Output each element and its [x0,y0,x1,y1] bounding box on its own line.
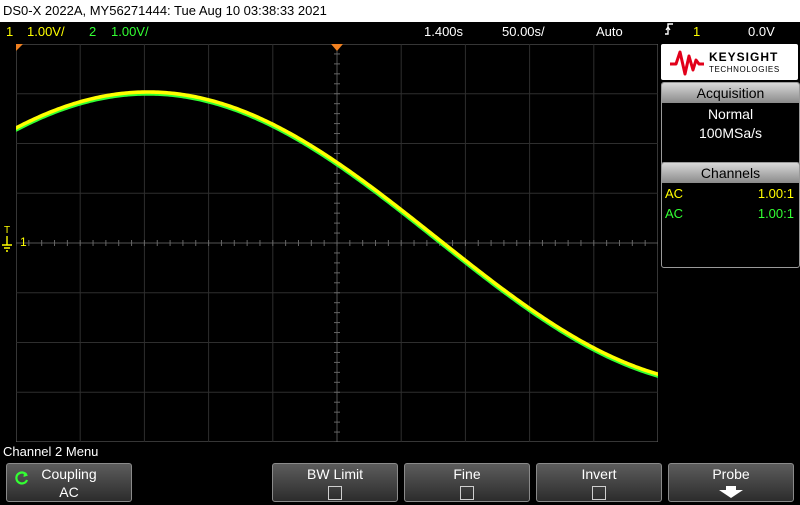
bw-limit-softkey[interactable]: BW Limit [272,463,398,502]
acquisition-header: Acquisition [662,83,799,103]
ground-icon [1,236,13,259]
acquisition-panel[interactable]: Acquisition Normal 100MSa/s [661,82,800,166]
sample-rate: 100MSa/s [698,125,763,141]
probe-label: Probe [712,466,750,482]
probe-softkey[interactable]: Probe [668,463,794,502]
graticule [16,44,658,442]
ch2-row: AC 1.00:1 [662,204,799,224]
trigger-level-marker[interactable]: T [4,225,11,236]
brand-logo: KEYSIGHT TECHNOLOGIES [661,44,798,80]
title-bar: DS0-X 2022A, MY56271444: Tue Aug 10 03:3… [0,0,800,22]
trigger-channel[interactable]: 1 [693,24,701,39]
invert-softkey[interactable]: Invert [536,463,662,502]
ch1-coupling: AC [665,186,684,201]
invert-label: Invert [581,466,617,482]
arrow-down-icon [719,486,743,498]
brand-name: KEYSIGHT [709,50,779,64]
ch1-row: AC 1.00:1 [662,184,799,204]
time-scale[interactable]: 50.00s/ [502,24,545,39]
channels-panel[interactable]: Channels AC 1.00:1 AC 1.00:1 [661,162,800,268]
keysight-wave-icon [670,50,704,76]
status-bar: 1 1.00V/ 2 1.00V/ 1.400s 50.00s/ Auto 1 … [0,22,800,41]
menu-title: Channel 2 Menu [3,444,99,459]
ch1-trace [16,90,658,376]
bw-limit-label: BW Limit [307,466,363,482]
ch1-scale[interactable]: 1.00V/ [27,24,65,39]
invert-checkbox[interactable] [592,486,606,500]
coupling-value: AC [59,484,79,500]
fine-softkey[interactable]: Fine [404,463,530,502]
fine-checkbox[interactable] [460,486,474,500]
trigger-position-marker[interactable] [331,44,343,51]
ch1-number[interactable]: 1 [6,24,14,39]
waveform-display[interactable] [16,44,658,442]
coupling-softkey[interactable]: Coupling AC [6,463,132,502]
ch2-coupling: AC [665,206,684,221]
ch2-number[interactable]: 2 [89,24,97,39]
trigger-edge-icon [664,22,674,41]
trigger-level[interactable]: 0.0V [748,24,775,39]
channels-header: Channels [662,163,799,183]
ch2-probe: 1.00:1 [757,206,794,221]
delay-offscreen-marker [16,44,23,51]
acquisition-mode: Normal [707,106,754,122]
ch1-probe: 1.00:1 [757,186,794,201]
cycle-icon [15,471,29,485]
side-panel: KEYSIGHT TECHNOLOGIES Acquisition Normal… [659,44,800,444]
coupling-label: Coupling [41,466,97,482]
bw-limit-checkbox[interactable] [328,486,342,500]
brand-sub: TECHNOLOGIES [709,65,780,74]
fine-label: Fine [453,466,481,482]
time-delay[interactable]: 1.400s [424,24,464,39]
ch1-ground-marker[interactable]: 1 [20,235,27,249]
ch2-scale[interactable]: 1.00V/ [111,24,149,39]
trigger-mode[interactable]: Auto [596,24,623,39]
